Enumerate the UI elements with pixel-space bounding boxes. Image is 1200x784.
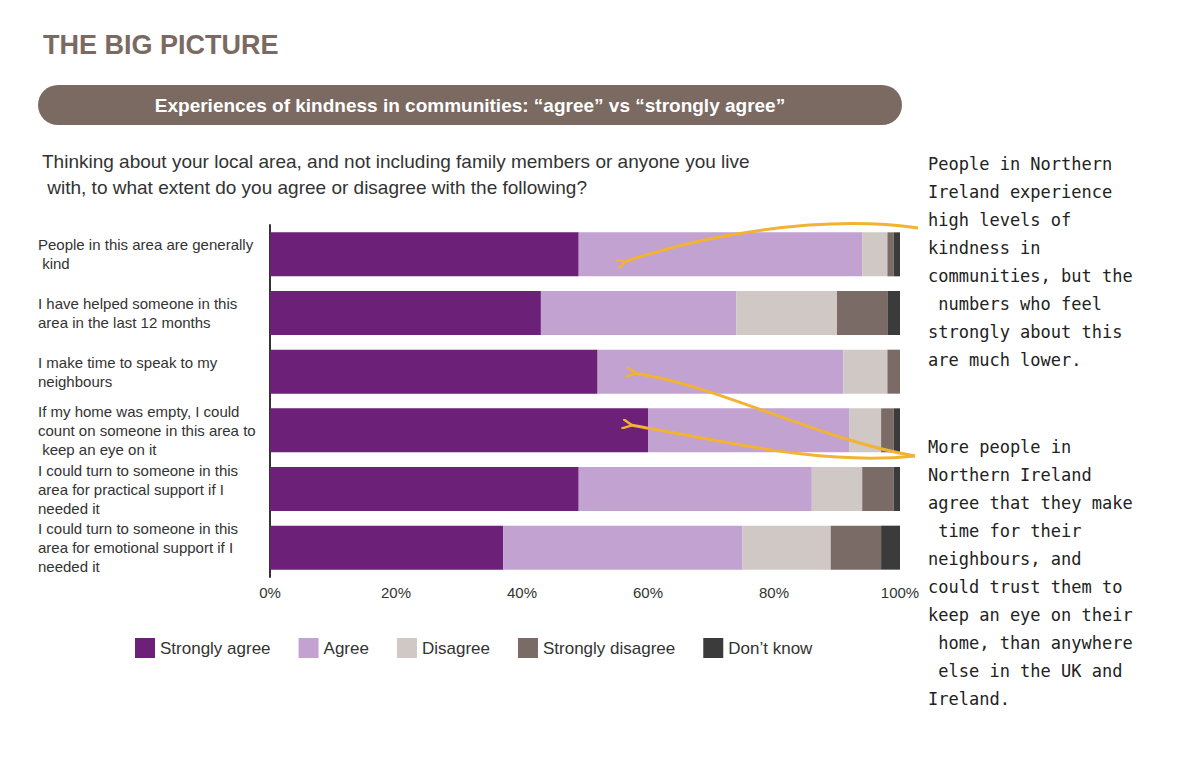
svg-text:else in the UK and: else in the UK and bbox=[928, 661, 1133, 681]
svg-text:80%: 80% bbox=[759, 584, 789, 601]
svg-text:are much lower.: are much lower. bbox=[928, 350, 1082, 370]
svg-text:Strongly disagree: Strongly disagree bbox=[543, 639, 675, 658]
svg-text:communities, but the: communities, but the bbox=[928, 266, 1133, 286]
svg-text:neighbours: neighbours bbox=[38, 373, 112, 390]
svg-text:I make time to speak to my: I make time to speak to my bbox=[38, 354, 221, 371]
svg-text:home, than anywhere: home, than anywhere bbox=[928, 633, 1133, 653]
svg-text:More people in: More people in bbox=[928, 437, 1082, 457]
svg-text:keep an eye on it: keep an eye on it bbox=[38, 441, 157, 458]
svg-text:Ireland experience: Ireland experience bbox=[928, 182, 1122, 202]
svg-text:Ireland.: Ireland. bbox=[928, 689, 1010, 709]
svg-text:numbers who feel: numbers who feel bbox=[928, 294, 1112, 314]
svg-text:Strongly agree: Strongly agree bbox=[160, 639, 271, 658]
svg-text:keep an eye on their: keep an eye on their bbox=[928, 605, 1133, 625]
svg-text:strongly about this: strongly about this bbox=[928, 322, 1133, 342]
svg-text:with, to what extent do you ag: with, to what extent do you agree or dis… bbox=[42, 177, 587, 198]
svg-text:Experiences of kindness in com: Experiences of kindness in communities: … bbox=[155, 95, 785, 116]
svg-text:needed it: needed it bbox=[38, 500, 101, 517]
svg-text:could trust them to: could trust them to bbox=[928, 577, 1133, 597]
svg-text:agree that they make: agree that they make bbox=[928, 493, 1133, 513]
svg-text:Agree: Agree bbox=[324, 639, 369, 658]
svg-text:Don’t know: Don’t know bbox=[728, 639, 813, 658]
svg-text:time for their: time for their bbox=[928, 521, 1092, 541]
svg-text:I could turn to someone in thi: I could turn to someone in this bbox=[38, 520, 242, 537]
svg-text:If my home was empty, I could: If my home was empty, I could bbox=[38, 403, 244, 420]
svg-text:area for emotional support if: area for emotional support if I bbox=[38, 539, 237, 556]
svg-text:20%: 20% bbox=[381, 584, 411, 601]
svg-text:kind: kind bbox=[38, 255, 70, 272]
svg-text:needed it: needed it bbox=[38, 558, 101, 575]
svg-text:area in the last 12 months: area in the last 12 months bbox=[38, 314, 211, 331]
svg-text:Disagree: Disagree bbox=[422, 639, 490, 658]
svg-text:I have helped someone in this: I have helped someone in this bbox=[38, 295, 241, 312]
svg-text:40%: 40% bbox=[507, 584, 537, 601]
svg-text:Northern Ireland: Northern Ireland bbox=[928, 465, 1102, 485]
svg-text:I could turn to someone in thi: I could turn to someone in this bbox=[38, 462, 242, 479]
svg-text:area for practical support if: area for practical support if I bbox=[38, 481, 228, 498]
svg-text:People in this area are genera: People in this area are generally bbox=[38, 236, 254, 253]
svg-text:60%: 60% bbox=[633, 584, 663, 601]
svg-text:0%: 0% bbox=[259, 584, 281, 601]
svg-text:100%: 100% bbox=[881, 584, 919, 601]
svg-text:kindness in: kindness in bbox=[928, 238, 1051, 258]
svg-text:THE BIG PICTURE: THE BIG PICTURE bbox=[43, 30, 279, 60]
svg-text:high levels of: high levels of bbox=[928, 210, 1082, 230]
svg-text:People in Northern: People in Northern bbox=[928, 154, 1122, 174]
svg-text:count on someone in this area: count on someone in this area to bbox=[38, 422, 256, 439]
svg-text:Thinking about your local area: Thinking about your local area, and not … bbox=[42, 151, 750, 172]
svg-text:neighbours, and: neighbours, and bbox=[928, 549, 1092, 569]
